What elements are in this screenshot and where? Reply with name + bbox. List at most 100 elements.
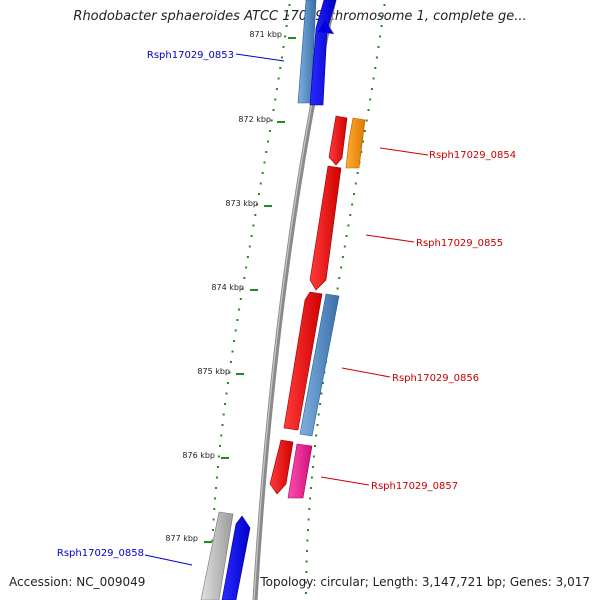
gc-dot-inner [233,340,236,342]
gc-dot-inner [213,508,216,510]
gc-dot-inner [267,140,270,143]
gc-dot-inner [272,109,275,111]
gc-dot-outer [380,25,383,27]
gene-label-0857[interactable]: Rsph17029_0857 [320,476,458,492]
tick-label: 875 kbp [197,367,230,376]
gene-feature-0853-blue[interactable] [309,0,337,106]
gc-dot-inner [239,298,242,300]
gc-dot-inner [212,518,215,521]
gene-feature-0856-steel[interactable] [299,293,340,437]
gc-dot-inner [220,434,223,437]
gene-feature-0853-blue-head[interactable] [318,20,334,34]
gc-dot-outer [309,497,312,500]
gc-dot-inner [229,361,232,363]
gc-dot-inner [236,319,239,321]
gc-dot-inner [285,25,288,27]
gc-dot-inner [215,487,217,489]
gc-dot-inner [241,287,244,290]
gene-label-0854[interactable]: Rsph17029_0854 [379,147,516,161]
gene-label-text: Rsph17029_0857 [371,481,458,492]
tick-label: 874 kbp [211,283,244,292]
gene-feature-0858-gray[interactable] [200,511,234,600]
gene-label-0855[interactable]: Rsph17029_0855 [365,234,503,249]
scale-tick-875: 875 kbp [197,367,244,376]
gc-dot-inner [225,392,228,395]
gc-dot-outer [349,214,352,216]
topology-summary: Topology: circular; Length: 3,147,721 bp… [260,575,590,589]
gc-dot-outer [367,109,370,111]
gene-feature-0857-pink[interactable] [287,443,313,499]
gc-dot-outer [353,193,355,195]
scale-tick-874: 874 kbp [211,283,258,292]
scale-tick-873: 873 kbp [225,199,272,208]
gene-feature-0856-red[interactable] [283,291,323,431]
gc-dot-outer [336,287,339,290]
gc-dot-inner [254,214,257,216]
scale-tick-876: 876 kbp [182,451,229,460]
tick-label: 872 kbp [238,115,271,124]
gene-feature-0858-blue[interactable] [221,515,251,600]
gc-dot-outer [363,130,366,132]
gc-dot-inner [282,46,285,48]
gc-dot-inner [287,14,289,17]
gene-labels[interactable]: Rsph17029_0853 Rsph17029_0854 Rsph17029_… [57,50,516,566]
gc-dot-inner [277,77,280,80]
gc-dot-outer [377,46,380,48]
gc-dot-outer [306,550,308,552]
gene-label-0856[interactable]: Rsph17029_0856 [341,367,479,384]
gc-dot-inner [231,350,234,353]
scale-tick-872: 872 kbp [238,115,285,124]
gc-dot-inner [288,4,291,6]
gc-dot-outer [321,382,324,384]
gene-feature-0854-orange[interactable] [345,117,366,169]
gc-dot-outer [351,203,354,206]
gene-label-text: Rsph17029_0854 [429,150,516,161]
gc-dot-inner [214,497,217,500]
gc-dot-outer [382,14,384,17]
gc-dot-outer [341,256,344,258]
gc-dot-outer [374,67,377,69]
gc-dot-outer [369,98,372,101]
gc-dot-outer [307,518,310,521]
gene-label-text: Rsph17029_0853 [147,50,234,61]
scale-tick-871: 871 kbp [249,30,296,39]
gc-dot-inner [265,151,268,153]
gc-dot-outer [383,4,386,6]
gc-dot-inner [256,203,259,206]
gc-dot-outer [356,172,359,174]
gc-dot-rings [210,4,386,594]
gc-dot-inner [274,98,277,101]
gc-dot-outer [305,581,308,584]
gc-dot-outer [379,35,382,38]
gene-feature-0855[interactable] [309,165,342,291]
gc-dot-outer [354,182,357,185]
gc-dot-outer [311,466,314,468]
gc-dot-outer [312,455,315,458]
gc-dot-inner [245,266,248,269]
gc-dot-outer [307,529,309,531]
gc-dot-outer [317,413,320,416]
gene-features[interactable] [200,0,366,600]
gene-feature-0854-red[interactable] [328,115,348,166]
gc-dot-inner [211,539,214,542]
gc-dot-outer [362,140,365,143]
gc-dot-outer [372,77,375,80]
gc-dot-outer [310,476,313,479]
gc-dot-inner [212,529,214,531]
gc-dot-outer [314,445,316,447]
gene-label-0853[interactable]: Rsph17029_0853 [147,50,285,62]
gc-dot-inner [246,256,249,258]
gc-dot-inner [221,424,224,426]
gc-dot-inner [284,35,287,38]
gc-dot-inner [243,277,246,279]
tick-label: 876 kbp [182,451,215,460]
gene-label-0858[interactable]: Rsph17029_0858 [57,548,193,566]
gc-dot-outer [315,434,318,437]
gc-dot-outer [365,119,368,122]
map-title: Rhodobacter sphaeroides ATCC 17029 chrom… [73,9,527,24]
gene-feature-0857-red[interactable] [269,439,294,495]
gc-dot-outer [308,508,311,510]
scale-ticks: 871 kbp 872 kbp 873 kbp 874 kbp 875 kbp … [165,30,296,543]
gc-dot-inner [219,445,221,447]
